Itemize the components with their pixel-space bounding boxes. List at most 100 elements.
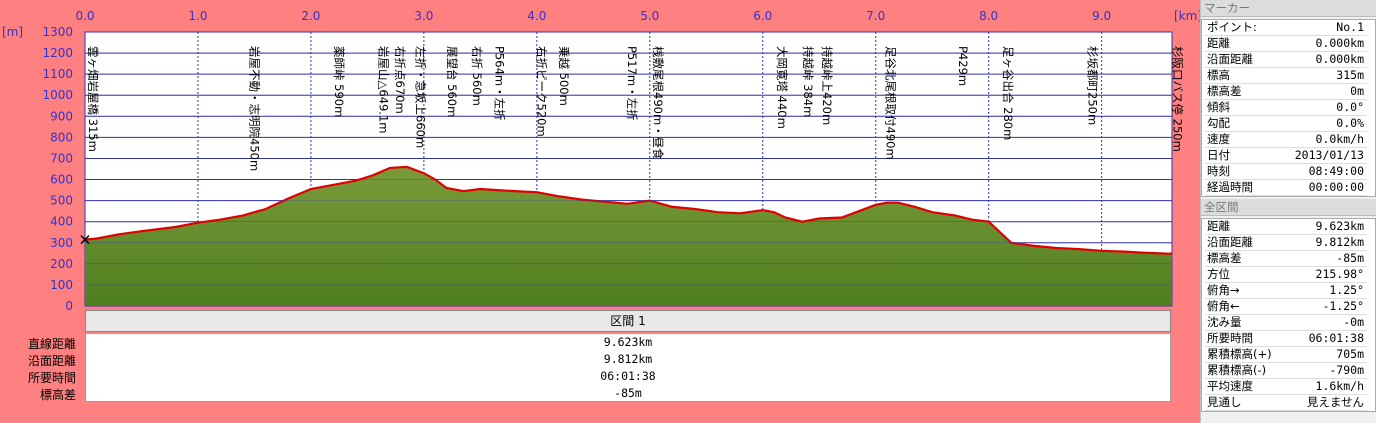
segment-header-label: 区間 1: [610, 314, 646, 328]
start-marker-icon: [80, 235, 90, 245]
segment-row-value: 06:01:38: [85, 368, 1171, 385]
marker-panel-row-value: 0m: [1350, 84, 1364, 98]
marker-panel-row: 傾斜 0.0°: [1205, 100, 1367, 116]
point-label: 右折 560m: [470, 46, 484, 106]
total-panel-row: 累積標高(-) -790m: [1205, 363, 1367, 379]
point-label: 乗越 500m: [557, 46, 571, 106]
x-tick-label: 5.0: [640, 9, 659, 23]
total-panel-row: 所要時間 06:01:38: [1205, 331, 1367, 347]
marker-panel-row: 速度 0.0km/h: [1205, 132, 1367, 148]
total-panel-row-value: -0m: [1343, 315, 1364, 329]
point-label: 雲ヶ畑岩屋橋 315m: [86, 46, 100, 152]
marker-panel-row-key: 傾斜: [1207, 100, 1230, 114]
point-label: 足ヶ谷出合 280m: [1001, 46, 1015, 140]
x-unit-label: [km]: [1174, 9, 1200, 23]
point-label: 足谷北尾根取付490m: [883, 46, 897, 160]
point-label: 薬師峠 590m: [332, 46, 346, 117]
segment-row: 沿面距離 9.812km: [0, 351, 1172, 368]
y-tick-label: 500: [50, 194, 73, 208]
marker-panel-row-key: 経過時間: [1207, 180, 1253, 194]
marker-panel-row-value: 2013/01/13: [1294, 148, 1364, 162]
total-panel-row-value: 9.623km: [1315, 219, 1364, 233]
y-tick-label: 1000: [42, 88, 73, 102]
total-panel-row: 平均速度 1.6km/h: [1205, 379, 1367, 395]
point-label: 大岡寛塔 440m: [775, 46, 789, 129]
point-label: P564m・左折: [493, 46, 507, 121]
y-tick-label: 1200: [42, 46, 73, 60]
total-panel-row: 距離 9.623km: [1205, 219, 1367, 235]
point-label: 岩屋山△649.1m: [376, 46, 390, 133]
point-label: 桟敷尾根490m・昼食: [651, 46, 665, 160]
total-panel-row: 方位 215.98°: [1205, 267, 1367, 283]
point-label: 岩屋不動・志明院450m: [248, 46, 262, 171]
x-tick-label: 7.0: [866, 9, 885, 23]
y-tick-label: 100: [50, 278, 73, 292]
y-tick-label: 1100: [42, 67, 73, 81]
point-label: 展望台 560m: [445, 46, 459, 117]
y-tick-label: 900: [50, 109, 73, 123]
total-panel-row-key: 累積標高(+): [1207, 347, 1272, 361]
marker-panel-row-value: 0.0%: [1336, 116, 1364, 130]
total-panel-row-key: 見通し: [1207, 395, 1242, 409]
x-tick-label: 9.0: [1092, 9, 1111, 23]
marker-panel-row-value: 0.000km: [1315, 52, 1364, 66]
marker-panel-row-key: 勾配: [1207, 116, 1230, 130]
segment-header[interactable]: 区間 1: [85, 310, 1171, 332]
segment-row: 直線距離 9.623km: [0, 334, 1172, 351]
marker-panel-row-key: 標高: [1207, 68, 1230, 82]
total-panel-title: 全区間: [1201, 199, 1376, 216]
total-panel-row-value: 705m: [1336, 347, 1364, 361]
segment-row-label: 標高差: [39, 388, 76, 402]
segment-row-label: 直線距離: [27, 337, 76, 351]
marker-panel-row: 沿面距離 0.000km: [1205, 52, 1367, 68]
segment-table: 直線距離 9.623km 沿面距離 9.812km 所要時間 06:01:38 …: [0, 334, 1172, 402]
segment-row-value: -85m: [85, 385, 1171, 402]
elevation-area: [85, 166, 1172, 306]
x-tick-label: 6.0: [753, 9, 772, 23]
segment-row-value: 9.812km: [85, 351, 1171, 368]
marker-panel-row-key: 沿面距離: [1207, 52, 1253, 66]
segment-row: 所要時間 06:01:38: [0, 368, 1172, 385]
total-panel-row-key: 俯角→: [1207, 283, 1240, 297]
elevation-profile-chart[interactable]: 0 100 200 300 400 500 600 700 800 900 1000 1100 1200…: [0, 0, 1200, 310]
segment-row-label: 沿面距離: [27, 354, 76, 368]
marker-panel-row-key: 距離: [1207, 36, 1230, 50]
marker-panel-row-key: 速度: [1207, 132, 1230, 146]
marker-panel-row-value: 315m: [1336, 68, 1364, 82]
chart-area: 0 100 200 300 400 500 600 700 800 900 1000 1100 1200…: [0, 0, 1200, 423]
marker-panel-row-value: 0.000km: [1315, 36, 1364, 50]
marker-panel-row: 標高差 0m: [1205, 84, 1367, 100]
y-tick-label: 700: [50, 151, 73, 165]
segment-row-label: 所要時間: [27, 371, 76, 385]
total-panel-row-key: 沿面距離: [1207, 235, 1253, 249]
total-panel-row-key: 平均速度: [1207, 379, 1253, 393]
marker-panel-row-value: 00:00:00: [1308, 180, 1364, 194]
x-tick-label: 8.0: [979, 9, 998, 23]
x-tick-label: 3.0: [414, 9, 433, 23]
marker-panel-title: マーカー: [1201, 0, 1376, 17]
marker-panel-row: 時刻 08:49:00: [1205, 164, 1367, 180]
total-panel-row-key: 距離: [1207, 219, 1230, 233]
point-label: 杉阪口バス停 250m: [1170, 46, 1184, 152]
point-label: 右折ピーク520m: [534, 46, 548, 137]
y-tick-label: 0: [65, 299, 73, 310]
marker-panel-row-key: 時刻: [1207, 164, 1230, 178]
total-panel-row-value: 1.25°: [1329, 283, 1364, 297]
point-label: 左折・急坂上660m: [414, 46, 428, 148]
point-label: 杉坂都町250m: [1086, 46, 1100, 125]
point-label: 持越峠上420m: [820, 46, 834, 125]
marker-panel-row-key: 日付: [1207, 148, 1230, 162]
marker-panel-row-value: 08:49:00: [1308, 164, 1364, 178]
marker-panel: ポイント: No.1 距離 0.000km 沿面距離 0.000km 標高 315m 標高差 0m…: [1201, 19, 1376, 197]
y-tick-label: 300: [50, 236, 73, 250]
total-panel-row: 沿面距離 9.812km: [1205, 235, 1367, 251]
x-tick-label: 4.0: [527, 9, 546, 23]
marker-panel-row-value: 0.0km/h: [1315, 132, 1364, 146]
info-sidebar: マーカー ポイント: No.1 距離 0.000km 沿面距離 0.000km 標高 315m…: [1200, 0, 1376, 423]
total-panel-row: 俯角→ 1.25°: [1205, 283, 1367, 299]
total-panel-row-value: -85m: [1336, 251, 1364, 265]
total-panel-row-value: -790m: [1329, 363, 1364, 377]
marker-panel-row: 距離 0.000km: [1205, 36, 1367, 52]
y-tick-label: 1300: [42, 25, 73, 39]
marker-panel-row: 経過時間 00:00:00: [1205, 180, 1367, 196]
